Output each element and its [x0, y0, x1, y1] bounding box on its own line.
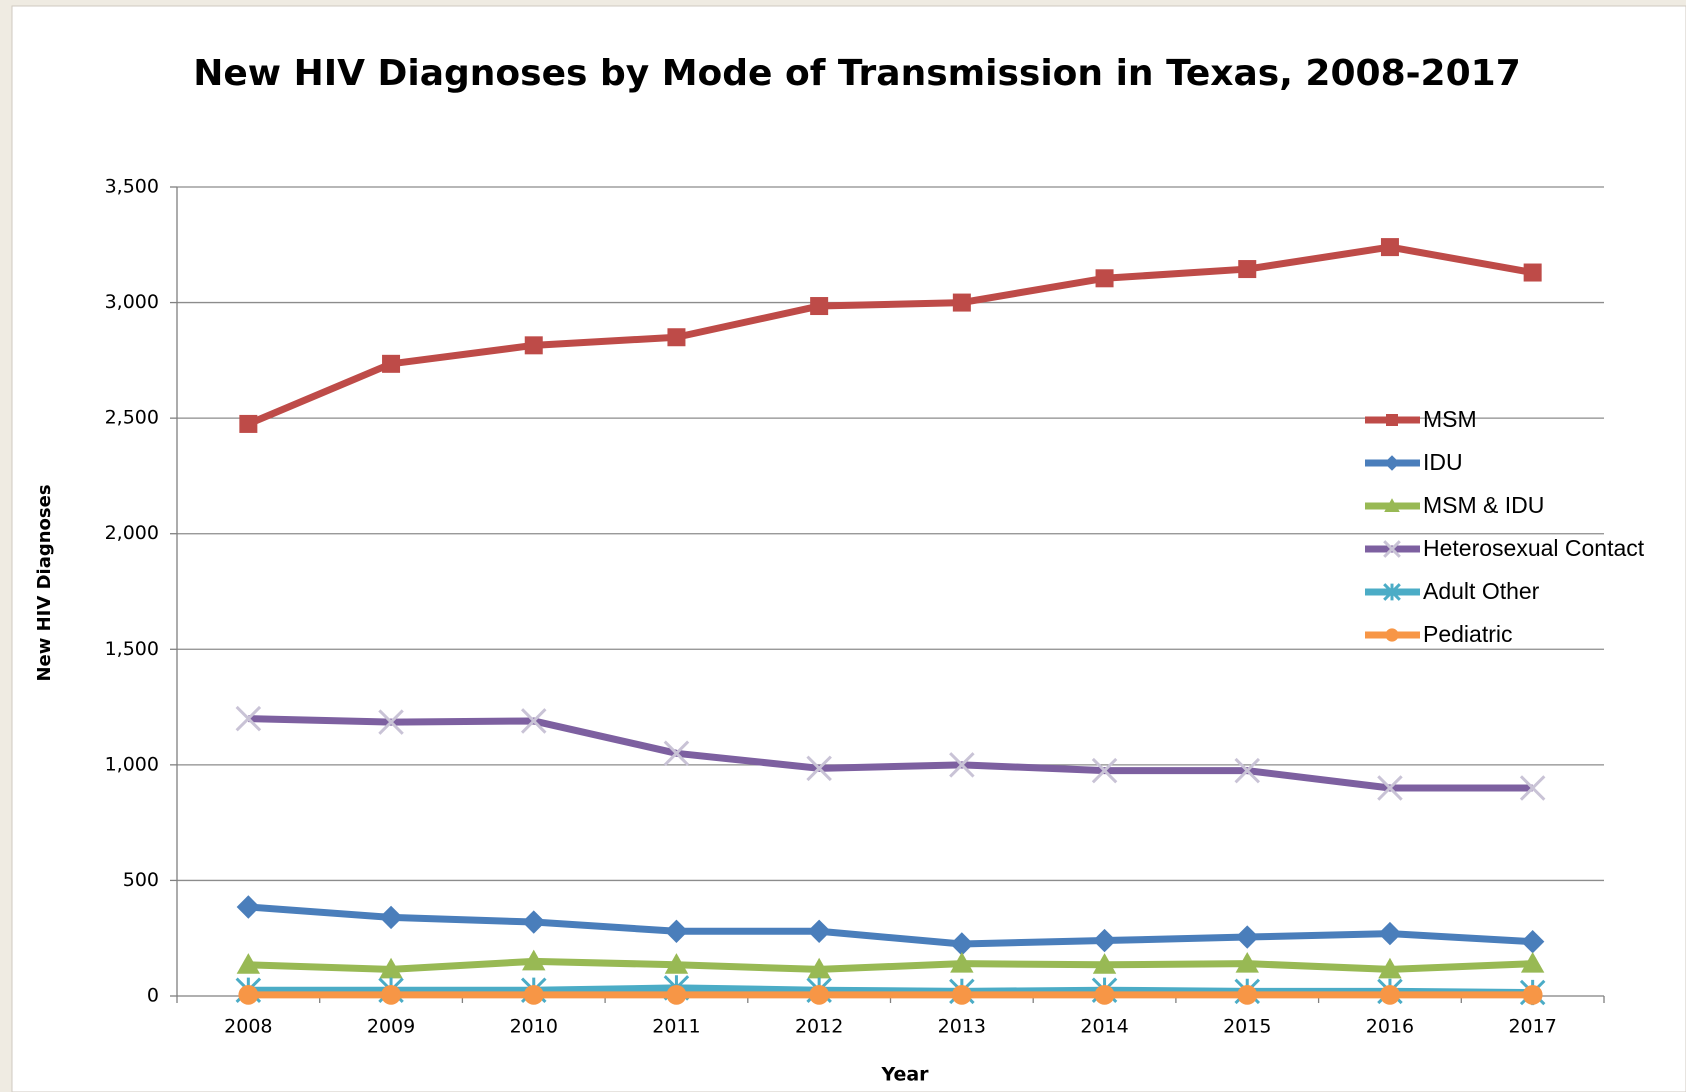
data-point — [809, 984, 830, 1005]
data-point — [378, 709, 404, 735]
data-point — [950, 951, 974, 973]
data-point — [524, 336, 543, 355]
data-point — [381, 984, 401, 1005]
data-point — [667, 328, 686, 347]
data-point — [1235, 925, 1259, 949]
series-line — [248, 715, 1533, 792]
data-point — [806, 755, 832, 782]
series-line — [248, 957, 1533, 973]
y-tick-label: 1,500 — [105, 638, 159, 660]
data-point — [664, 919, 689, 943]
legend-marker — [1383, 540, 1401, 558]
legend-marker — [1383, 583, 1401, 601]
data-point — [664, 953, 689, 974]
x-tick-label: 2011 — [652, 1016, 700, 1038]
y-tick-label: 500 — [123, 869, 159, 891]
legend-label: Heterosexual Contact — [1423, 535, 1645, 561]
data-point — [807, 957, 831, 979]
data-point — [951, 984, 972, 1005]
data-point — [807, 919, 831, 943]
data-point — [379, 905, 403, 930]
legend-marker — [1384, 498, 1400, 512]
data-point — [1380, 984, 1400, 1005]
data-point — [1378, 921, 1402, 946]
data-point — [950, 932, 974, 956]
x-tick-label: 2015 — [1223, 1016, 1271, 1038]
x-tick-label: 2014 — [1080, 1016, 1128, 1038]
y-axis-title: New HIV Diagnoses — [34, 484, 55, 681]
x-tick-label: 2008 — [224, 1016, 272, 1038]
series-line — [248, 903, 1533, 948]
data-point — [1520, 951, 1545, 973]
x-tick-label: 2009 — [367, 1016, 415, 1038]
data-point — [522, 910, 546, 934]
data-point — [1238, 260, 1257, 279]
legend-marker — [1384, 455, 1400, 471]
x-tick-label: 2016 — [1366, 1016, 1414, 1038]
legend-marker — [1386, 414, 1398, 426]
chart-title: New HIV Diagnoses by Mode of Transmissio… — [193, 53, 1521, 94]
data-point — [666, 984, 687, 1005]
data-point — [1235, 951, 1259, 973]
data-point — [236, 953, 261, 974]
legend-label: MSM & IDU — [1423, 492, 1544, 518]
y-tick-label: 3,000 — [105, 291, 159, 313]
data-point — [235, 705, 262, 732]
y-tick-label: 3,500 — [105, 176, 159, 198]
data-point — [1091, 757, 1118, 784]
data-point — [1522, 984, 1543, 1005]
data-point — [236, 895, 261, 919]
legend-label: Pediatric — [1423, 621, 1512, 647]
data-point — [949, 752, 975, 778]
data-point — [522, 949, 546, 971]
data-point — [523, 984, 544, 1005]
data-point — [1378, 957, 1402, 979]
x-tick-label: 2010 — [510, 1016, 558, 1038]
x-tick-label: 2013 — [938, 1016, 986, 1038]
data-point — [239, 414, 258, 433]
legend-marker — [1385, 628, 1399, 642]
data-point — [1237, 984, 1258, 1005]
legend-label: IDU — [1423, 449, 1463, 475]
data-point — [379, 957, 403, 979]
legend-label: MSM — [1423, 406, 1477, 432]
data-point — [1092, 953, 1117, 974]
data-point — [1377, 775, 1403, 801]
series-line — [246, 243, 1534, 428]
x-tick-label: 2012 — [795, 1016, 843, 1038]
data-point — [663, 740, 690, 767]
y-tick-label: 0 — [147, 985, 159, 1007]
data-point — [382, 354, 401, 373]
data-point — [1095, 269, 1114, 288]
legend-label: Adult Other — [1423, 578, 1540, 604]
data-point — [520, 708, 547, 734]
data-point — [1380, 238, 1399, 257]
data-point — [952, 293, 971, 312]
data-point — [238, 984, 259, 1005]
x-axis-title: Year — [880, 1064, 929, 1086]
data-point — [1092, 928, 1117, 953]
data-point — [1094, 984, 1115, 1005]
data-point — [1519, 775, 1546, 801]
y-tick-label: 2,500 — [105, 407, 159, 429]
y-tick-label: 1,000 — [105, 753, 159, 775]
data-point — [810, 297, 829, 316]
data-point — [1520, 929, 1545, 954]
y-tick-label: 2,000 — [105, 522, 159, 544]
data-point — [1234, 757, 1261, 784]
data-point — [1523, 263, 1542, 282]
x-tick-label: 2017 — [1508, 1016, 1556, 1038]
